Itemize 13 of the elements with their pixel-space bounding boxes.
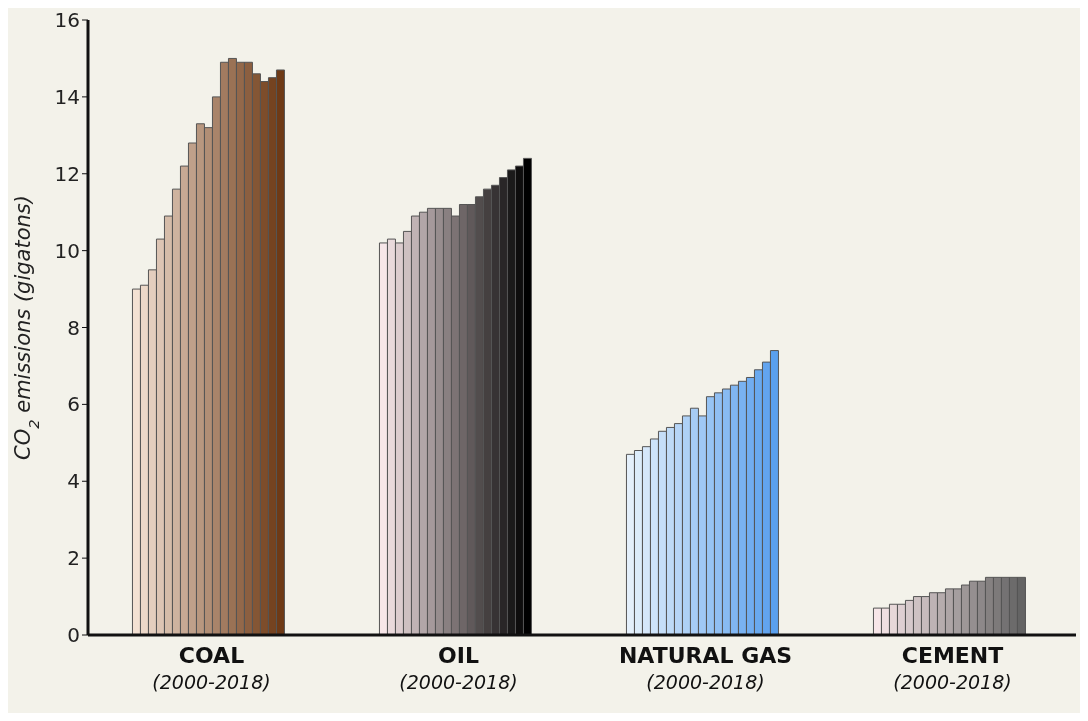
x-tick-label: COAL (2000-2018) <box>152 643 271 693</box>
y-tick-label: 6 <box>67 392 80 417</box>
y-tick-label: 8 <box>67 315 80 340</box>
y-tick-label: 14 <box>54 84 80 109</box>
y-tick-label: 4 <box>67 469 80 494</box>
x-tick-label: OIL (2000-2018) <box>399 643 518 693</box>
y-tick-label: 12 <box>54 161 80 186</box>
x-tick-label: CEMENT (2000-2018) <box>893 643 1012 693</box>
y-tick-label: 0 <box>67 623 80 648</box>
y-tick-label: 16 <box>54 8 80 33</box>
y-tick-label: 10 <box>54 238 80 263</box>
x-tick-label: NATURAL GAS (2000-2018) <box>618 643 793 693</box>
y-tick-label: 2 <box>67 546 80 571</box>
